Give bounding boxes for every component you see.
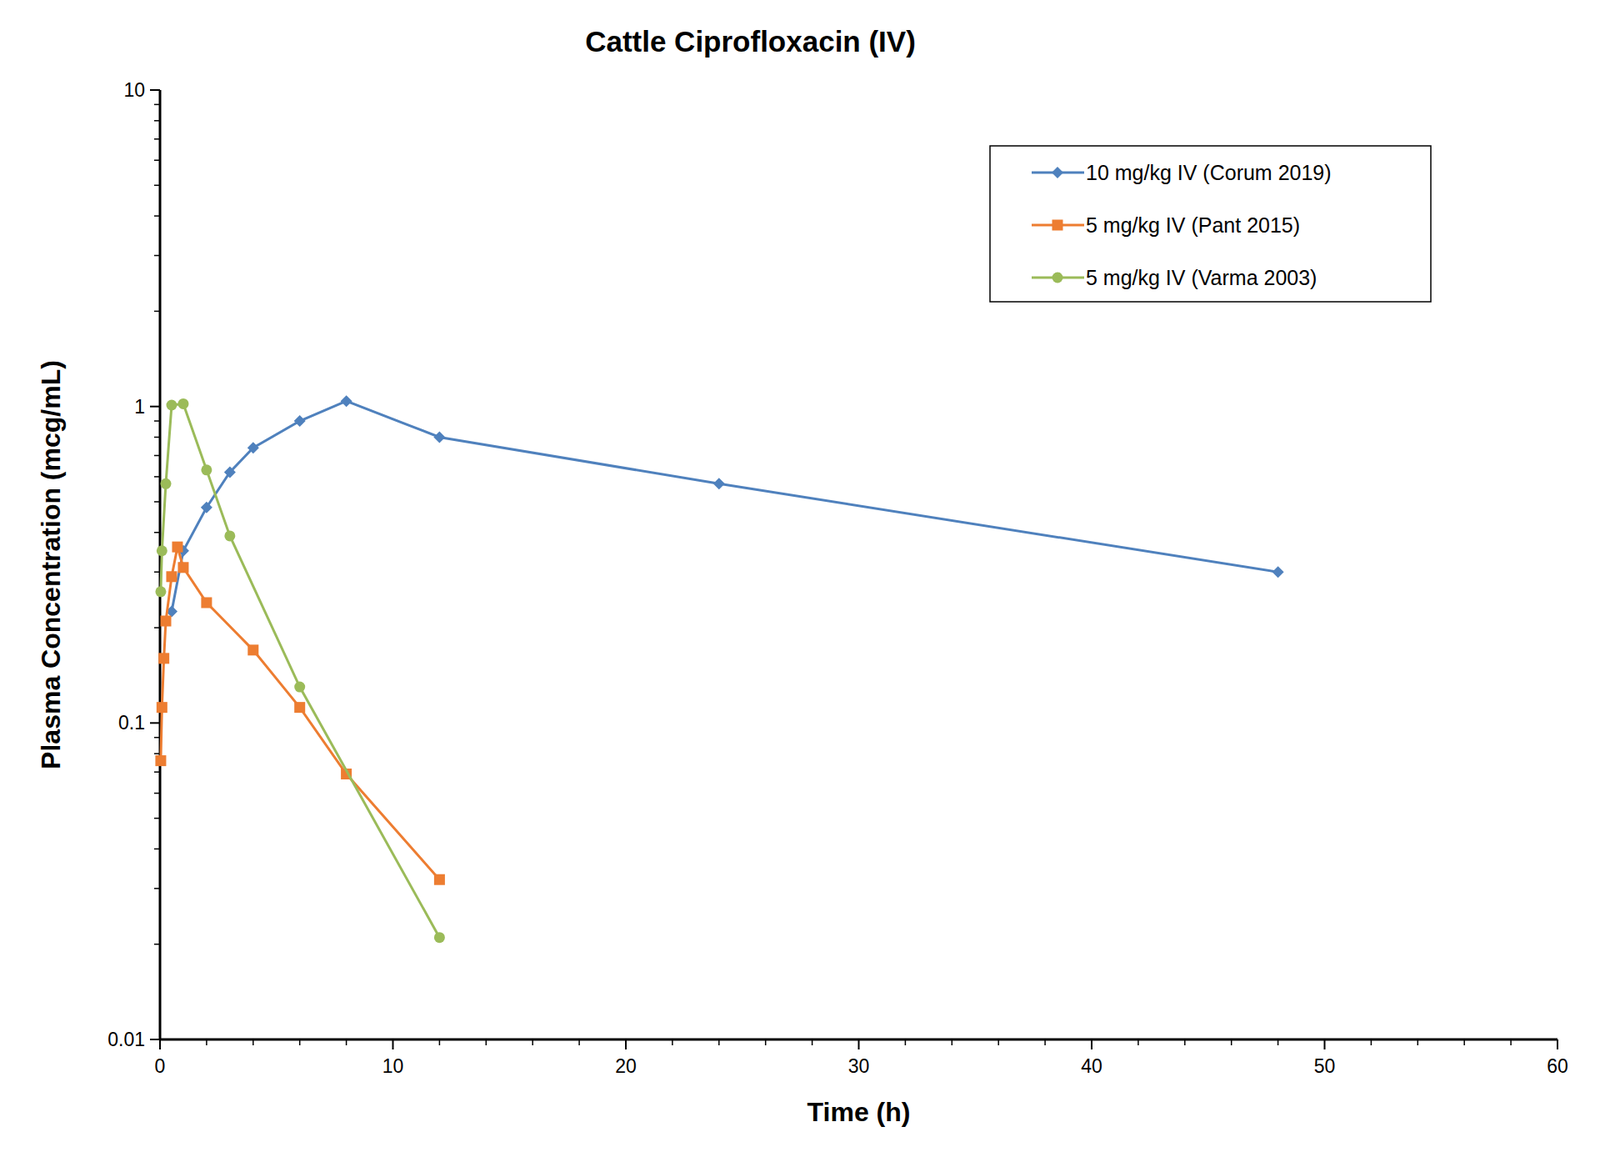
x-tick-label: 50 bbox=[1314, 1055, 1336, 1077]
x-tick bbox=[1556, 1039, 1559, 1050]
background bbox=[0, 0, 1600, 1162]
data-point bbox=[294, 681, 305, 693]
series bbox=[165, 395, 1285, 617]
data-point bbox=[433, 430, 445, 443]
legend-box bbox=[990, 145, 1431, 302]
minor-ticks bbox=[154, 104, 1511, 1045]
chart: Cattle Ciprofloxacin (IV) 0.01 0.1 1 10 0 10 20… bbox=[0, 0, 1600, 1162]
data-point bbox=[294, 415, 306, 427]
x-tick-label: 20 bbox=[615, 1055, 637, 1077]
series bbox=[155, 398, 445, 943]
title: Cattle Ciprofloxacin (IV) bbox=[585, 25, 916, 58]
data-point bbox=[200, 596, 212, 608]
data-point bbox=[158, 652, 170, 664]
y-tick bbox=[150, 721, 160, 724]
series-line bbox=[160, 546, 440, 880]
data-point bbox=[160, 478, 171, 490]
data-point bbox=[155, 755, 166, 766]
x-tick-label: 60 bbox=[1546, 1055, 1569, 1077]
data-point bbox=[247, 644, 259, 655]
data-point bbox=[171, 541, 183, 553]
legend-label: 5 mg/kg IV (Varma 2003) bbox=[1085, 265, 1317, 290]
x-tick-label: 40 bbox=[1080, 1055, 1103, 1077]
data-point bbox=[200, 464, 212, 475]
legend-label: 10 mg/kg IV (Corum 2019) bbox=[1085, 160, 1332, 185]
data-point bbox=[294, 701, 305, 713]
data-point bbox=[434, 931, 445, 943]
plot-area bbox=[155, 395, 1284, 943]
x-tick-label: 0 bbox=[155, 1055, 166, 1077]
legend: 10 mg/kg IV (Corum 2019) 5 mg/kg IV (Pant… bbox=[990, 145, 1431, 302]
data-point bbox=[200, 501, 213, 514]
x-tick bbox=[159, 1039, 161, 1050]
y-tick bbox=[150, 1038, 160, 1040]
x-axis-label: Time (h) bbox=[807, 1096, 911, 1127]
y-tick-label: 1 bbox=[134, 395, 145, 418]
data-point bbox=[155, 585, 166, 597]
y-tick bbox=[150, 89, 160, 91]
data-point bbox=[224, 530, 235, 541]
series bbox=[155, 541, 445, 885]
data-point bbox=[177, 398, 189, 410]
data-point bbox=[224, 465, 236, 478]
x-tick bbox=[1324, 1039, 1326, 1050]
y-axis-label: Plasma Concentration (mcg/mL) bbox=[35, 360, 66, 770]
data-point bbox=[434, 874, 445, 885]
x-tick bbox=[625, 1039, 627, 1050]
y-tick bbox=[150, 405, 160, 408]
y-tick-label: 0.1 bbox=[118, 711, 145, 734]
series-line bbox=[171, 400, 1279, 611]
x-tick bbox=[1090, 1039, 1093, 1050]
y-tick-label: 0.01 bbox=[107, 1028, 145, 1050]
x-tick bbox=[392, 1039, 395, 1050]
data-point bbox=[247, 441, 260, 454]
data-point bbox=[713, 477, 725, 490]
data-point bbox=[156, 701, 168, 713]
data-point bbox=[1272, 565, 1285, 578]
data-point bbox=[156, 545, 168, 556]
data-point bbox=[160, 615, 171, 626]
legend-marker bbox=[1052, 272, 1064, 284]
legend-marker bbox=[1051, 166, 1064, 179]
data-point bbox=[177, 561, 189, 573]
data-point bbox=[165, 570, 177, 582]
legend-label: 5 mg/kg IV (Pant 2015) bbox=[1085, 213, 1300, 237]
y-tick-label: 10 bbox=[123, 79, 145, 101]
x-tick-label: 30 bbox=[848, 1055, 870, 1077]
x-tick-label: 10 bbox=[382, 1055, 405, 1077]
series-line bbox=[160, 403, 440, 937]
data-point bbox=[165, 400, 177, 411]
legend-marker bbox=[1052, 220, 1064, 231]
x-tick bbox=[858, 1039, 860, 1050]
data-point bbox=[340, 395, 353, 407]
